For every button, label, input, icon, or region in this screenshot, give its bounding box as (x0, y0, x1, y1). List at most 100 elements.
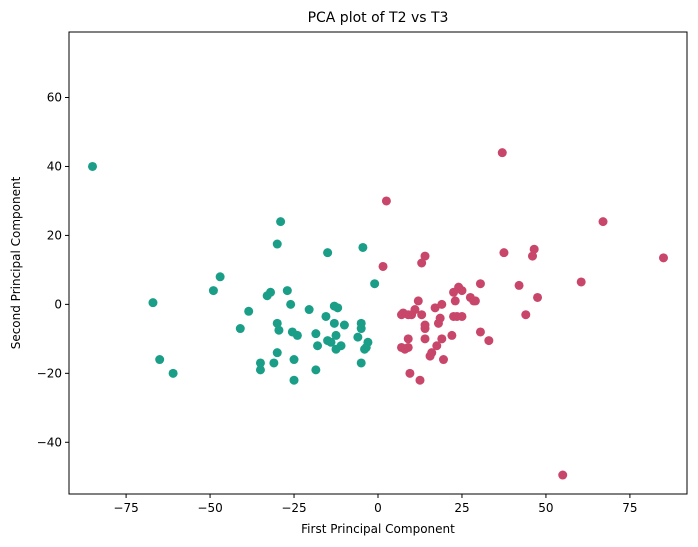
scatter-point (148, 298, 158, 308)
scatter-point (528, 251, 537, 261)
scatter-point (558, 470, 568, 480)
scatter-point (168, 368, 178, 378)
scatter-point (304, 305, 314, 315)
scatter-point (276, 217, 286, 227)
x-tick-label: −25 (281, 501, 306, 515)
y-tick-label: 0 (54, 297, 62, 311)
scatter-point (529, 244, 539, 254)
scatter-point (521, 310, 531, 320)
scatter-point (499, 248, 509, 258)
scatter-point (447, 330, 457, 340)
scatter-point (415, 375, 425, 385)
points-layer (88, 148, 668, 480)
scatter-point (450, 296, 460, 306)
scatter-point (215, 272, 225, 282)
scatter-point (405, 368, 415, 378)
scatter-point (470, 296, 480, 306)
scatter-point (437, 299, 447, 309)
scatter-point (321, 311, 331, 321)
scatter-point (356, 324, 366, 334)
y-tick-label: 40 (47, 159, 62, 173)
scatter-point (457, 286, 467, 296)
scatter-point (381, 196, 391, 206)
scatter-point (417, 310, 427, 320)
scatter-point (339, 320, 349, 330)
scatter-point (289, 355, 299, 365)
scatter-point (329, 318, 339, 328)
scatter-point (155, 355, 165, 365)
scatter-point (326, 337, 336, 347)
scatter-point (323, 248, 333, 258)
scatter-point (417, 258, 427, 268)
scatter-point (235, 324, 245, 334)
x-tick-label: −75 (113, 501, 138, 515)
scatter-point (311, 329, 321, 339)
scatter-point (484, 336, 494, 346)
x-tick-label: 75 (622, 501, 637, 515)
scatter-point (430, 303, 440, 313)
scatter-point (255, 358, 265, 368)
x-tick-label: 25 (454, 501, 469, 515)
scatter-point (598, 217, 608, 227)
scatter-point (437, 334, 447, 344)
scatter-point (363, 337, 373, 347)
scatter-point (403, 334, 413, 344)
scatter-point (272, 239, 282, 249)
x-tick-label: 0 (374, 501, 382, 515)
scatter-point (475, 327, 485, 337)
x-axis: −75 −50 −25 0 25 50 75 (113, 494, 638, 515)
scatter-point (336, 341, 346, 351)
y-tick-label: −40 (37, 435, 62, 449)
scatter-point (353, 332, 363, 342)
chart-title: PCA plot of T2 vs T3 (308, 10, 449, 26)
scatter-point (286, 299, 296, 309)
scatter-point (432, 341, 442, 351)
scatter-point (356, 358, 366, 368)
y-axis-label: Second Principal Component (9, 176, 23, 349)
scatter-point (331, 330, 341, 340)
scatter-point (333, 303, 343, 313)
scatter-point (435, 313, 445, 323)
scatter-point (274, 325, 284, 335)
scatter-point (514, 280, 524, 290)
scatter-point (289, 375, 299, 385)
scatter-point (244, 306, 254, 316)
scatter-point (475, 279, 485, 289)
scatter-point (420, 334, 430, 344)
y-axis: −40 −20 0 20 40 60 (37, 91, 69, 449)
scatter-point (427, 348, 437, 358)
scatter-point (311, 365, 321, 375)
scatter-point (255, 365, 265, 375)
scatter-point (438, 355, 448, 365)
scatter-point (378, 261, 388, 271)
scatter-point (272, 318, 282, 328)
scatter-point (292, 330, 302, 340)
scatter-point (658, 253, 668, 263)
scatter-point (313, 341, 323, 351)
scatter-point (457, 311, 467, 321)
scatter-point (576, 277, 586, 287)
scatter-point (420, 324, 430, 334)
x-axis-label: First Principal Component (301, 522, 455, 536)
scatter-point (358, 242, 368, 252)
scatter-point (272, 348, 282, 358)
scatter-point (208, 286, 218, 296)
scatter-point (420, 251, 430, 261)
y-tick-label: −20 (37, 366, 62, 380)
y-tick-label: 20 (47, 228, 62, 242)
scatter-point (266, 287, 276, 297)
scatter-point (497, 148, 507, 158)
scatter-point (282, 286, 292, 296)
scatter-point (269, 358, 279, 368)
scatter-point (403, 342, 413, 352)
x-tick-label: −50 (197, 501, 222, 515)
scatter-point (410, 305, 420, 315)
scatter-point (413, 296, 423, 306)
scatter-point (533, 292, 543, 302)
scatter-point (88, 161, 98, 171)
y-tick-label: 60 (47, 91, 62, 105)
scatter-point (370, 279, 380, 289)
x-tick-label: 50 (538, 501, 553, 515)
plot-area-frame (68, 31, 688, 495)
